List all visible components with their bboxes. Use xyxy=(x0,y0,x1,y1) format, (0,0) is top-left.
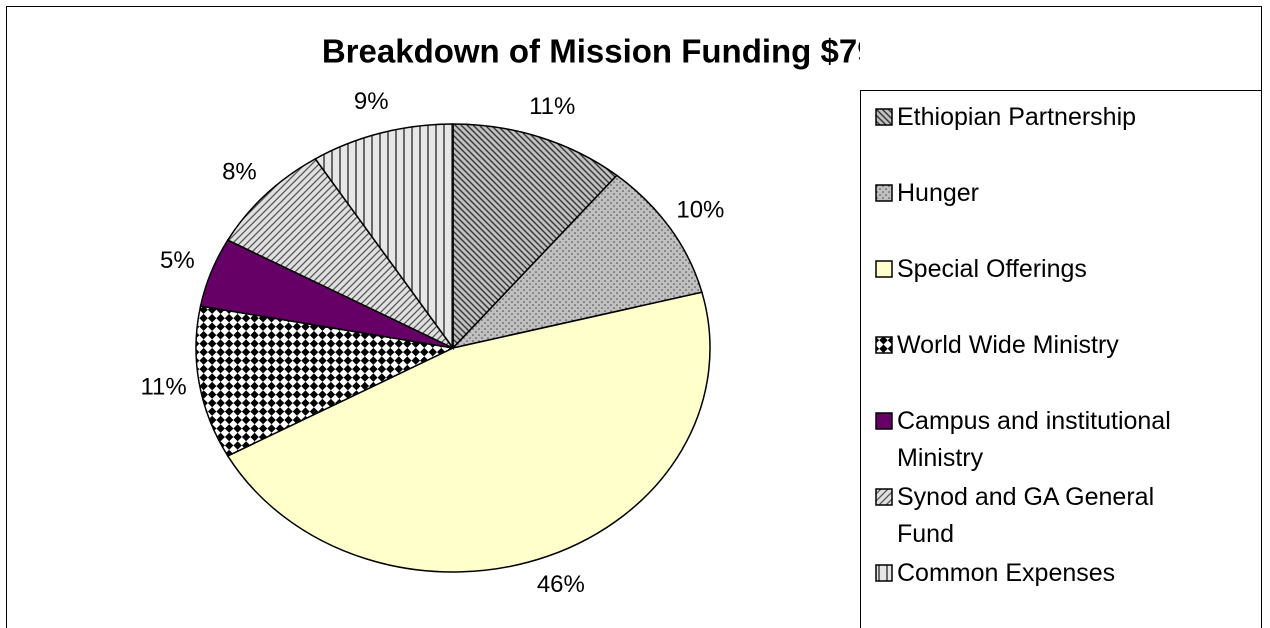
data-label: 5% xyxy=(160,247,195,274)
swatch xyxy=(875,184,893,202)
chart-title: Breakdown of Mission Funding $794,882 xyxy=(322,33,860,70)
swatch xyxy=(875,108,893,126)
pie-slice xyxy=(195,305,456,457)
pie-slice xyxy=(452,123,618,350)
data-label: 8% xyxy=(222,159,257,186)
legend-label: Common Expenses xyxy=(897,559,1116,587)
legend-swatch xyxy=(875,564,893,582)
legend-item: Common Expenses xyxy=(875,555,1185,592)
swatch xyxy=(875,488,893,506)
legend-swatch xyxy=(875,184,893,202)
legend-label: Special Offerings xyxy=(897,255,1087,283)
legend-swatch xyxy=(875,108,893,126)
data-label: 46% xyxy=(537,571,585,598)
pie-slice xyxy=(450,174,703,350)
data-label: 11% xyxy=(140,373,186,400)
legend-swatch xyxy=(875,412,893,430)
pie-slice xyxy=(226,157,454,349)
legend-label: Hunger xyxy=(897,179,979,207)
swatch xyxy=(875,412,893,430)
legend-label: World Wide Ministry xyxy=(897,331,1119,359)
data-label: 9% xyxy=(354,88,389,115)
legend-item: Special Offerings xyxy=(875,251,1185,288)
legend-label: Campus and institutional Ministry xyxy=(897,407,1171,472)
legend-item: Hunger xyxy=(875,175,1185,212)
legend: Ethiopian Partnership Hunger Special Offer… xyxy=(860,90,1262,628)
legend-swatch xyxy=(875,260,893,278)
legend-swatch xyxy=(875,336,893,354)
swatch xyxy=(875,564,893,582)
swatch xyxy=(875,260,893,278)
legend-label: Ethiopian Partnership xyxy=(897,103,1137,131)
data-label: 10% xyxy=(676,197,724,224)
legend-item: Ethiopian Partnership xyxy=(875,99,1185,136)
pie-slice xyxy=(314,123,454,351)
swatch xyxy=(875,336,893,354)
chart: Breakdown of Mission Funding $794,882 11… xyxy=(140,33,860,598)
legend-label: Synod and GA General Fund xyxy=(897,483,1155,548)
legend-swatch xyxy=(875,488,893,506)
pie-slice xyxy=(226,291,711,573)
data-label: 11% xyxy=(529,93,575,120)
legend-item: Synod and GA General Fund xyxy=(875,479,1185,553)
legend-item: World Wide Ministry xyxy=(875,327,1185,364)
legend-item: Campus and institutional Ministry xyxy=(875,403,1185,477)
